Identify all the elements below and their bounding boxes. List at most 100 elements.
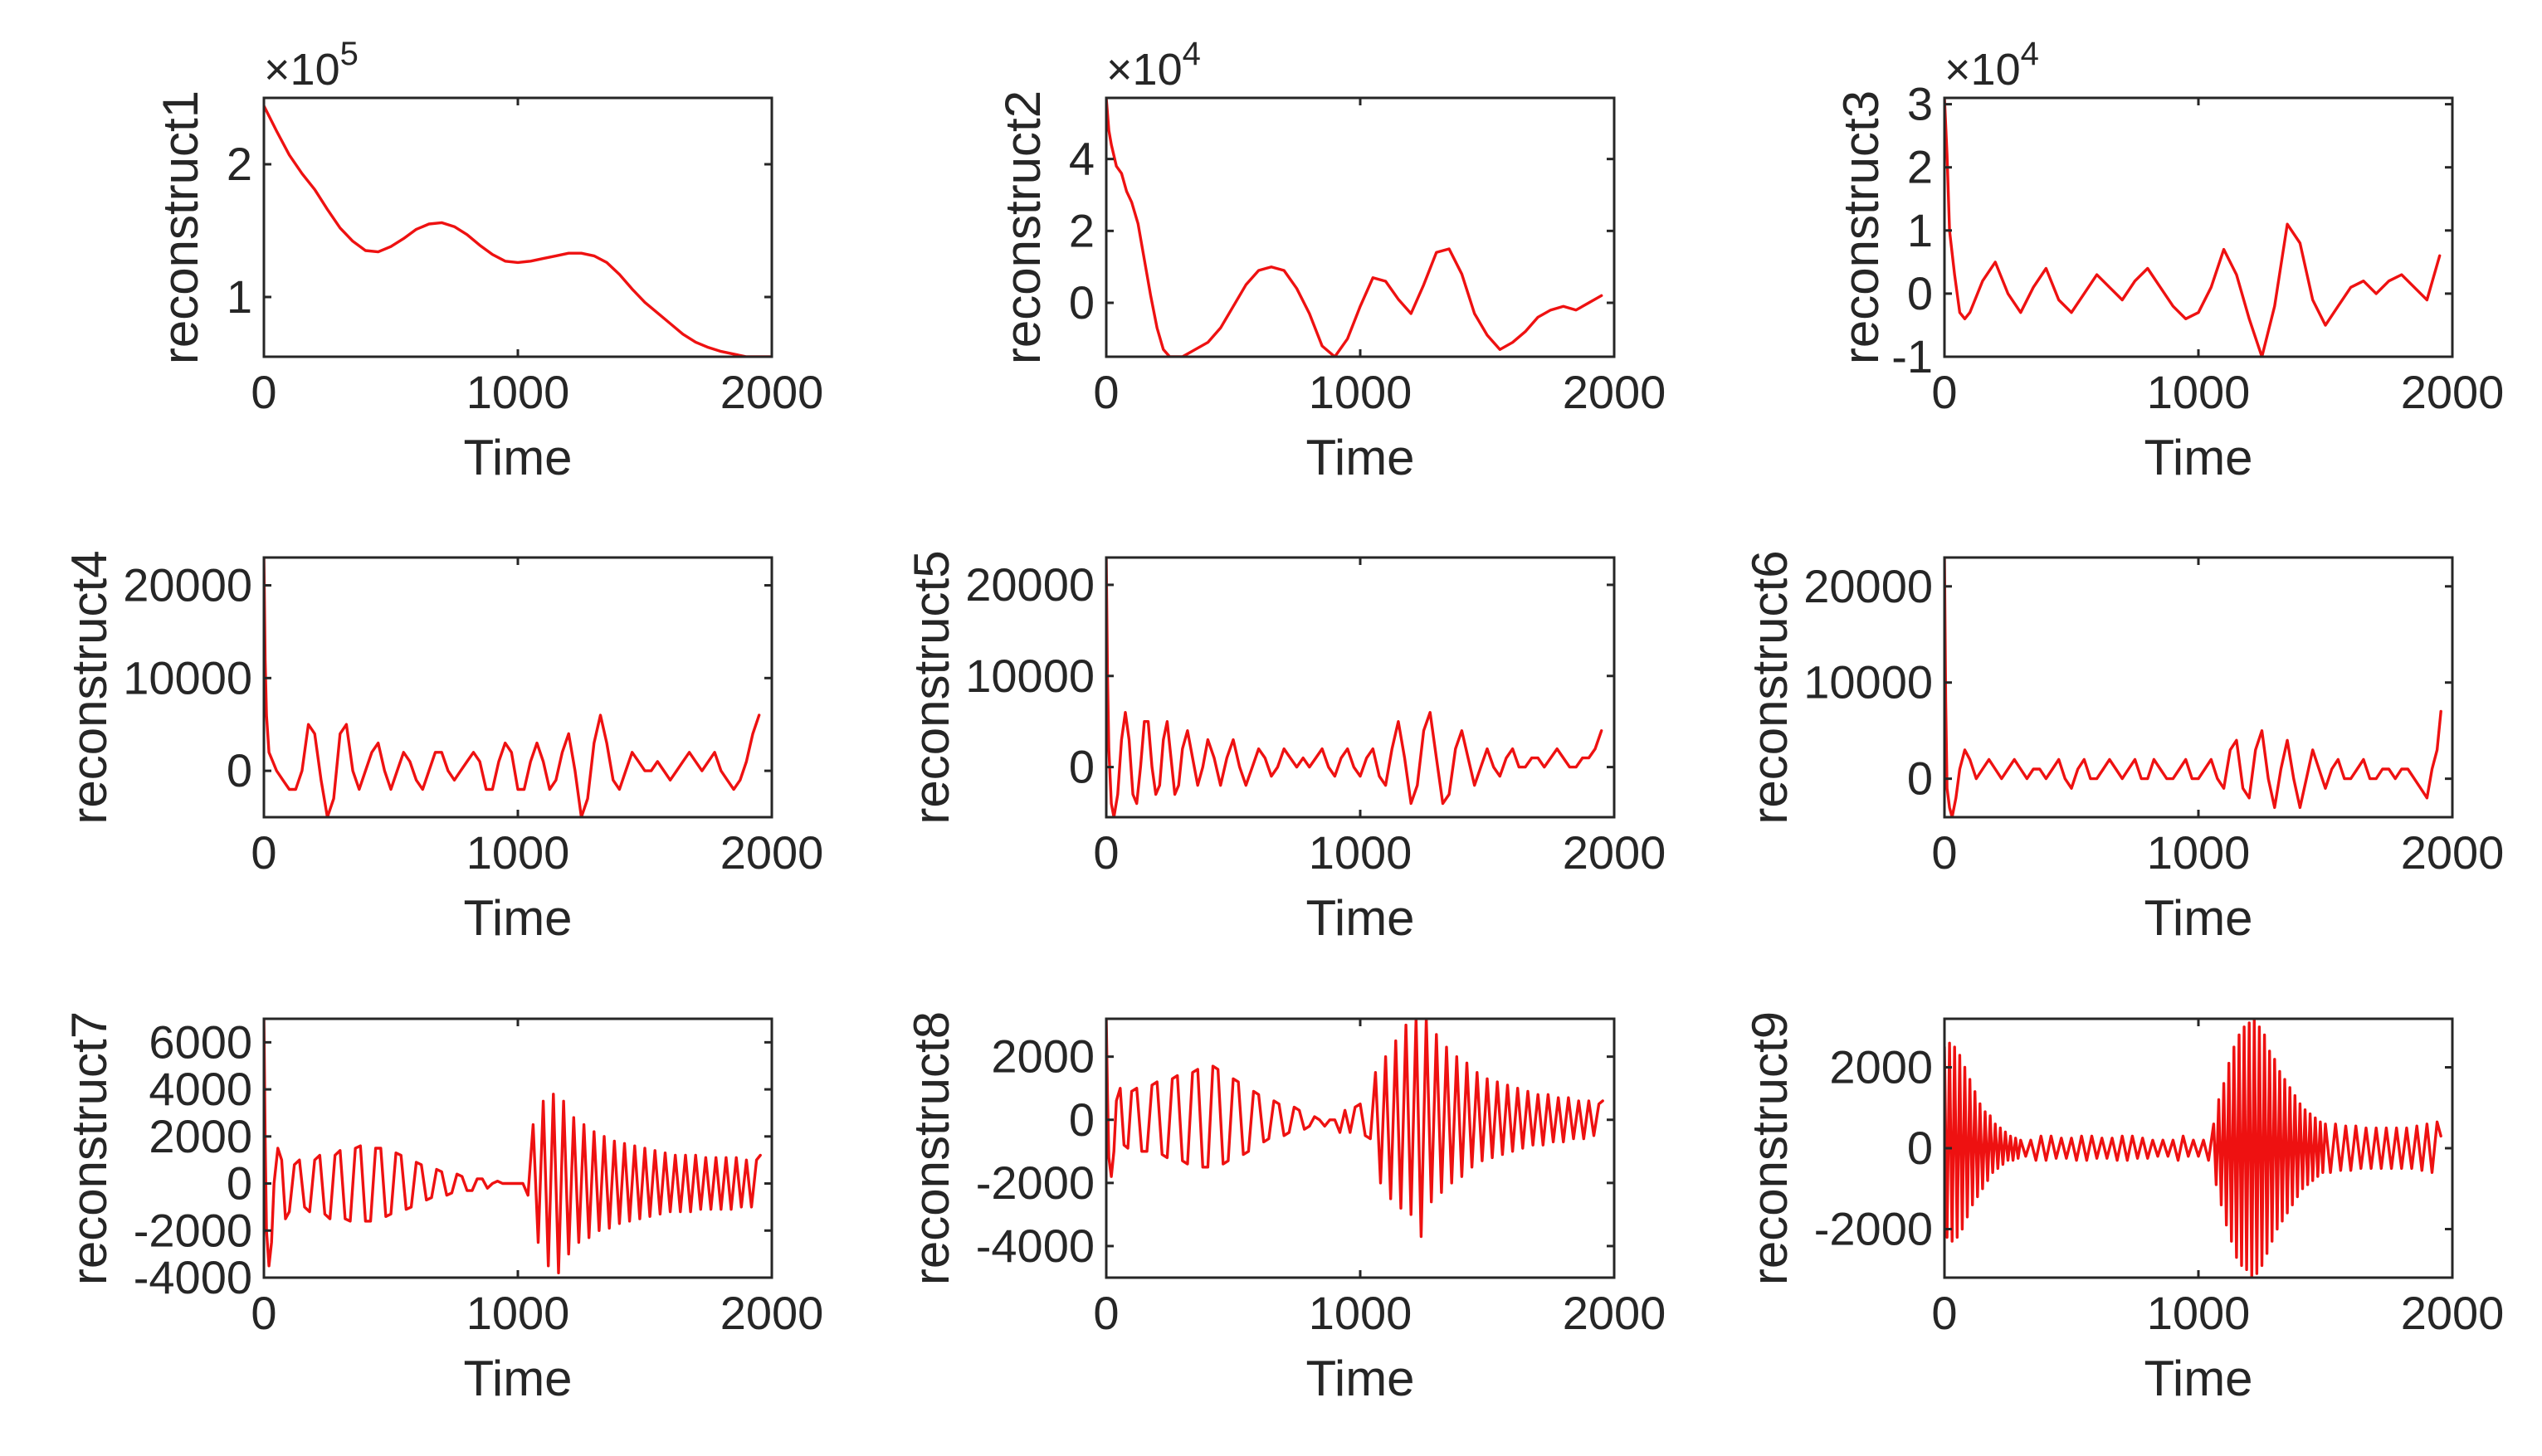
x-tick-label: 1000 bbox=[2147, 1287, 2251, 1339]
x-tick-label: 2000 bbox=[1563, 1287, 1666, 1339]
y-tick-label: -4000 bbox=[976, 1220, 1095, 1272]
y-tick-label: 10000 bbox=[965, 650, 1095, 702]
exponent-base: ×10 bbox=[1106, 45, 1183, 95]
y-tick-label: -2000 bbox=[134, 1204, 252, 1256]
y-tick-label: 6000 bbox=[149, 1015, 252, 1068]
y-exponent-label: ×105 bbox=[264, 36, 359, 95]
x-tick-label: 2000 bbox=[720, 1287, 824, 1339]
x-tick-label: 0 bbox=[1093, 826, 1119, 879]
y-tick-label: 0 bbox=[1069, 741, 1095, 793]
x-tick-label: 2000 bbox=[2401, 826, 2505, 879]
subplot-7: 0 1000 2000-4000-20000200040006000Timereco… bbox=[61, 1011, 823, 1406]
y-exponent-label: ×104 bbox=[1106, 36, 1201, 95]
exponent-base: ×10 bbox=[1944, 45, 2021, 95]
x-tick-label: 2000 bbox=[720, 826, 824, 879]
y-axis-label: reconstruct6 bbox=[1742, 550, 1798, 824]
x-tick-label: 0 bbox=[1093, 1287, 1119, 1339]
y-tick-label: 1 bbox=[227, 270, 252, 323]
axes-box bbox=[1943, 96, 2454, 358]
x-tick-label: 1000 bbox=[2147, 366, 2251, 418]
x-tick-label: 0 bbox=[1931, 1287, 1957, 1339]
y-exponent-label: ×104 bbox=[1944, 36, 2039, 95]
y-tick-label: 2 bbox=[1069, 204, 1095, 256]
y-axis-label: reconstruct4 bbox=[61, 550, 117, 824]
x-axis-label: Time bbox=[2144, 430, 2252, 485]
x-tick-label: 1000 bbox=[1309, 366, 1412, 418]
y-tick-label: 4000 bbox=[149, 1063, 252, 1115]
x-axis-label: Time bbox=[2144, 1351, 2252, 1406]
x-axis-label: Time bbox=[1305, 1351, 1414, 1406]
y-tick-label: 10000 bbox=[1803, 656, 1933, 709]
series-line-reconstruct1 bbox=[264, 104, 772, 357]
y-tick-label: 0 bbox=[1069, 276, 1095, 329]
x-tick-label: 0 bbox=[1931, 826, 1957, 879]
exponent-base: ×10 bbox=[264, 45, 340, 95]
y-axis-label: reconstruct2 bbox=[995, 90, 1051, 364]
x-tick-label: 2000 bbox=[720, 366, 824, 418]
axes-box bbox=[262, 1017, 773, 1279]
x-tick-label: 1000 bbox=[466, 366, 570, 418]
y-tick-label: 0 bbox=[1907, 1122, 1933, 1174]
y-tick-label: 0 bbox=[1069, 1093, 1095, 1146]
x-axis-label: Time bbox=[463, 1351, 572, 1406]
y-axis-label: reconstruct7 bbox=[61, 1011, 117, 1285]
series-line-reconstruct3 bbox=[1944, 98, 2442, 357]
x-tick-label: 1000 bbox=[1309, 826, 1412, 879]
y-tick-label: 2000 bbox=[1829, 1041, 1933, 1093]
subplot-2: 0 1000 2000 0 2 4 Time reconstruct2 ×104 bbox=[995, 36, 1666, 485]
y-tick-label: 2 bbox=[227, 138, 252, 190]
axes-box bbox=[1105, 556, 1616, 819]
y-tick-label: -4000 bbox=[134, 1251, 252, 1303]
y-tick-label: 2 bbox=[1907, 141, 1933, 193]
x-axis-label: Time bbox=[1305, 430, 1414, 485]
x-tick-label: 2000 bbox=[2401, 366, 2505, 418]
x-axis-label: Time bbox=[1305, 890, 1414, 946]
subplot-9: 0 1000 2000 -2000 0 2000 Time reconstruct9 bbox=[1742, 1011, 2504, 1406]
y-tick-label: 1 bbox=[1907, 204, 1933, 256]
y-tick-label: 0 bbox=[1907, 267, 1933, 319]
x-tick-label: 2000 bbox=[2401, 1287, 2505, 1339]
x-tick-label: 0 bbox=[251, 366, 276, 418]
x-tick-label: 0 bbox=[251, 826, 276, 879]
y-tick-label: -1 bbox=[1891, 330, 1933, 382]
y-tick-label: -2000 bbox=[976, 1157, 1095, 1209]
y-tick-label: 3 bbox=[1907, 78, 1933, 130]
series-line-reconstruct4 bbox=[264, 558, 761, 817]
x-tick-label: 1000 bbox=[466, 826, 570, 879]
y-axis-label: reconstruct9 bbox=[1742, 1011, 1798, 1285]
y-axis-label: reconstruct1 bbox=[153, 90, 208, 364]
y-tick-label: 20000 bbox=[123, 559, 252, 611]
series-line-reconstruct8 bbox=[1106, 1019, 1604, 1239]
series-line-reconstruct7 bbox=[264, 1019, 762, 1274]
x-axis-label: Time bbox=[463, 430, 572, 485]
y-tick-label: 10000 bbox=[123, 651, 252, 704]
exponent-power: 5 bbox=[340, 36, 359, 72]
x-tick-label: 0 bbox=[251, 1287, 276, 1339]
y-axis-label: reconstruct3 bbox=[1833, 90, 1889, 364]
x-tick-label: 0 bbox=[1931, 366, 1957, 418]
series-line-reconstruct6 bbox=[1944, 558, 2442, 817]
y-tick-label: 0 bbox=[1907, 752, 1933, 805]
y-tick-label: 0 bbox=[227, 1157, 252, 1210]
series-line-reconstruct5 bbox=[1106, 558, 1603, 817]
axes-box bbox=[262, 556, 773, 819]
subplot-1: 0 1000 2000 1 2 Time reconstruct1 ×105 bbox=[153, 36, 823, 485]
x-tick-label: 1000 bbox=[2147, 826, 2251, 879]
x-tick-label: 0 bbox=[1093, 366, 1119, 418]
x-axis-label: Time bbox=[463, 890, 572, 946]
x-tick-label: 1000 bbox=[1309, 1287, 1412, 1339]
y-tick-label: 2000 bbox=[991, 1030, 1095, 1083]
y-axis-label: reconstruct8 bbox=[904, 1011, 959, 1285]
x-tick-label: 2000 bbox=[1563, 826, 1666, 879]
exponent-power: 4 bbox=[2021, 36, 2039, 72]
subplot-8: 0 1000 2000 -4000 -2000 0 2000 Time reconstruct8 bbox=[904, 1011, 1666, 1406]
series-line-reconstruct2 bbox=[1106, 98, 1603, 357]
x-tick-label: 1000 bbox=[466, 1287, 570, 1339]
y-tick-label: 4 bbox=[1069, 133, 1095, 185]
series-line-reconstruct9 bbox=[1944, 1019, 2442, 1278]
y-tick-label: 2000 bbox=[149, 1110, 252, 1162]
